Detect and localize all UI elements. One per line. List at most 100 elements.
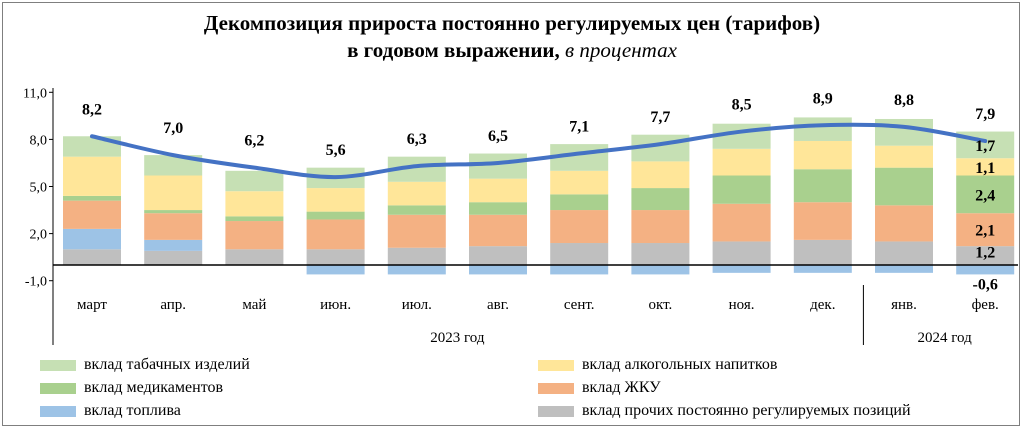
bar-segment-fuel <box>875 265 933 273</box>
bar-segment-fuel <box>712 265 771 273</box>
y-tick-label: 5,0 <box>30 181 48 196</box>
x-tick-label: май <box>242 297 266 313</box>
bar-segment-medicines <box>306 211 365 220</box>
title-line-2-main: в годовом выражении, <box>347 38 560 62</box>
x-tick-label: янв. <box>891 297 917 313</box>
segment-value-label: 1,1 <box>975 160 995 177</box>
y-tick-label: 2,0 <box>30 228 48 243</box>
bar-segment-fuel <box>144 239 203 251</box>
bar-segment-other <box>956 246 1015 265</box>
bar-segment-medicines <box>875 167 933 206</box>
bar-segment-medicines <box>387 205 446 215</box>
legend-swatch <box>538 382 574 394</box>
bar-segment-tobacco <box>469 153 527 179</box>
bar-segment-other <box>875 241 933 265</box>
total-value-label: 7,0 <box>163 120 183 137</box>
chart-title: Декомпозиция прироста постоянно регулиру… <box>0 10 1024 64</box>
title-unit: в процентах <box>565 38 677 62</box>
legend-label: вклад прочих постоянно регулируемых пози… <box>582 402 911 419</box>
x-tick-label: июн. <box>320 297 351 313</box>
bar-segment-medicines <box>631 188 690 211</box>
bar-segment-alcohol <box>306 188 365 212</box>
total-value-label: 6,5 <box>488 128 508 145</box>
x-tick-label: дек. <box>810 297 835 313</box>
total-value-label: 8,9 <box>813 90 833 107</box>
segment-value-label: 2,4 <box>975 187 995 204</box>
bar-segment-other <box>550 243 609 265</box>
bar-segment-tobacco <box>225 170 284 192</box>
bar-segment-medicines <box>712 175 771 204</box>
x-tick-label: авг. <box>487 297 509 313</box>
total-value-label: 8,5 <box>732 97 752 114</box>
y-tick-label: 8,0 <box>30 133 48 148</box>
segment-value-label: -0,6 <box>973 277 998 294</box>
bar-segment-fuel <box>469 265 527 275</box>
bar-segment-alcohol <box>63 156 121 196</box>
bar-segment-fuel <box>631 265 690 275</box>
segment-value-label: 1,2 <box>975 245 995 262</box>
legend-label: вклад топлива <box>84 402 181 419</box>
x-tick-label: март <box>77 297 107 313</box>
year-group-label: 2024 год <box>917 330 972 346</box>
bar-segment-fuel <box>306 265 365 275</box>
bar-segment-alcohol <box>387 181 446 206</box>
x-tick-label: ноя. <box>729 297 755 313</box>
bar-segment-other <box>631 243 690 265</box>
legend-label: вклад табачных изделий <box>84 356 250 373</box>
title-line-2: в годовом выражении, в процентах <box>0 37 1024 64</box>
legend-label: вклад алкогольных напитков <box>582 356 778 373</box>
legend-item-tobacco: вклад табачных изделий <box>40 356 250 374</box>
legend-item-housing: вклад ЖКУ <box>538 379 661 397</box>
bar-segment-housing <box>387 214 446 248</box>
legend-swatch <box>40 382 76 394</box>
x-tick-label: апр. <box>160 297 186 313</box>
bar-segment-alcohol <box>631 161 690 189</box>
legend-swatch <box>538 359 574 371</box>
total-value-label: 5,6 <box>326 142 346 159</box>
x-tick-label: сент. <box>564 297 595 313</box>
bar-segment-alcohol <box>793 140 852 170</box>
bar-segment-tobacco <box>875 118 933 146</box>
bar-segment-fuel <box>387 265 446 275</box>
bar-segment-fuel <box>956 265 1015 275</box>
y-tick-label: 11,0 <box>23 86 47 101</box>
x-tick-label: июл. <box>402 297 432 313</box>
bar-segment-fuel <box>793 265 852 273</box>
total-value-label: 7,7 <box>650 109 670 126</box>
bar-segment-alcohol <box>469 178 527 203</box>
bar-segment-other <box>469 246 527 265</box>
bar-segment-other <box>225 249 284 265</box>
legend-swatch <box>40 405 76 417</box>
legend-swatch <box>538 405 574 417</box>
total-line <box>90 122 988 180</box>
bar-segment-tobacco <box>793 117 852 141</box>
bar-segment-other <box>387 247 446 265</box>
title-line-1: Декомпозиция прироста постоянно регулиру… <box>203 11 821 35</box>
legend-item-fuel: вклад топлива <box>40 402 181 420</box>
bar-segment-fuel <box>550 265 609 275</box>
bar-segment-other <box>306 249 365 265</box>
bar-segment-housing <box>225 221 284 250</box>
bar-segment-alcohol <box>956 158 1015 176</box>
legend-swatch <box>40 359 76 371</box>
bar-segment-medicines <box>956 175 1015 214</box>
total-value-label: 8,8 <box>894 92 914 109</box>
bar-segment-alcohol <box>144 175 203 211</box>
bar-segment-other <box>712 241 771 265</box>
legend-label: вклад ЖКУ <box>582 379 661 396</box>
total-value-label: 7,9 <box>975 106 995 123</box>
bar-segment-tobacco <box>144 155 203 176</box>
legend-item-other: вклад прочих постоянно регулируемых пози… <box>538 402 911 420</box>
y-tick-label: -1,0 <box>25 275 47 290</box>
bar-segment-medicines <box>63 195 121 201</box>
segment-value-label: 1,7 <box>975 138 995 155</box>
bar-segment-housing <box>712 203 771 242</box>
bar-segment-fuel <box>63 228 121 250</box>
bar-segment-housing <box>550 210 609 244</box>
legend-item-medicines: вклад медикаментов <box>40 379 223 397</box>
segment-value-label: 2,1 <box>975 223 995 240</box>
x-tick-label: фев. <box>972 297 999 313</box>
bar-segment-medicines <box>144 210 203 214</box>
